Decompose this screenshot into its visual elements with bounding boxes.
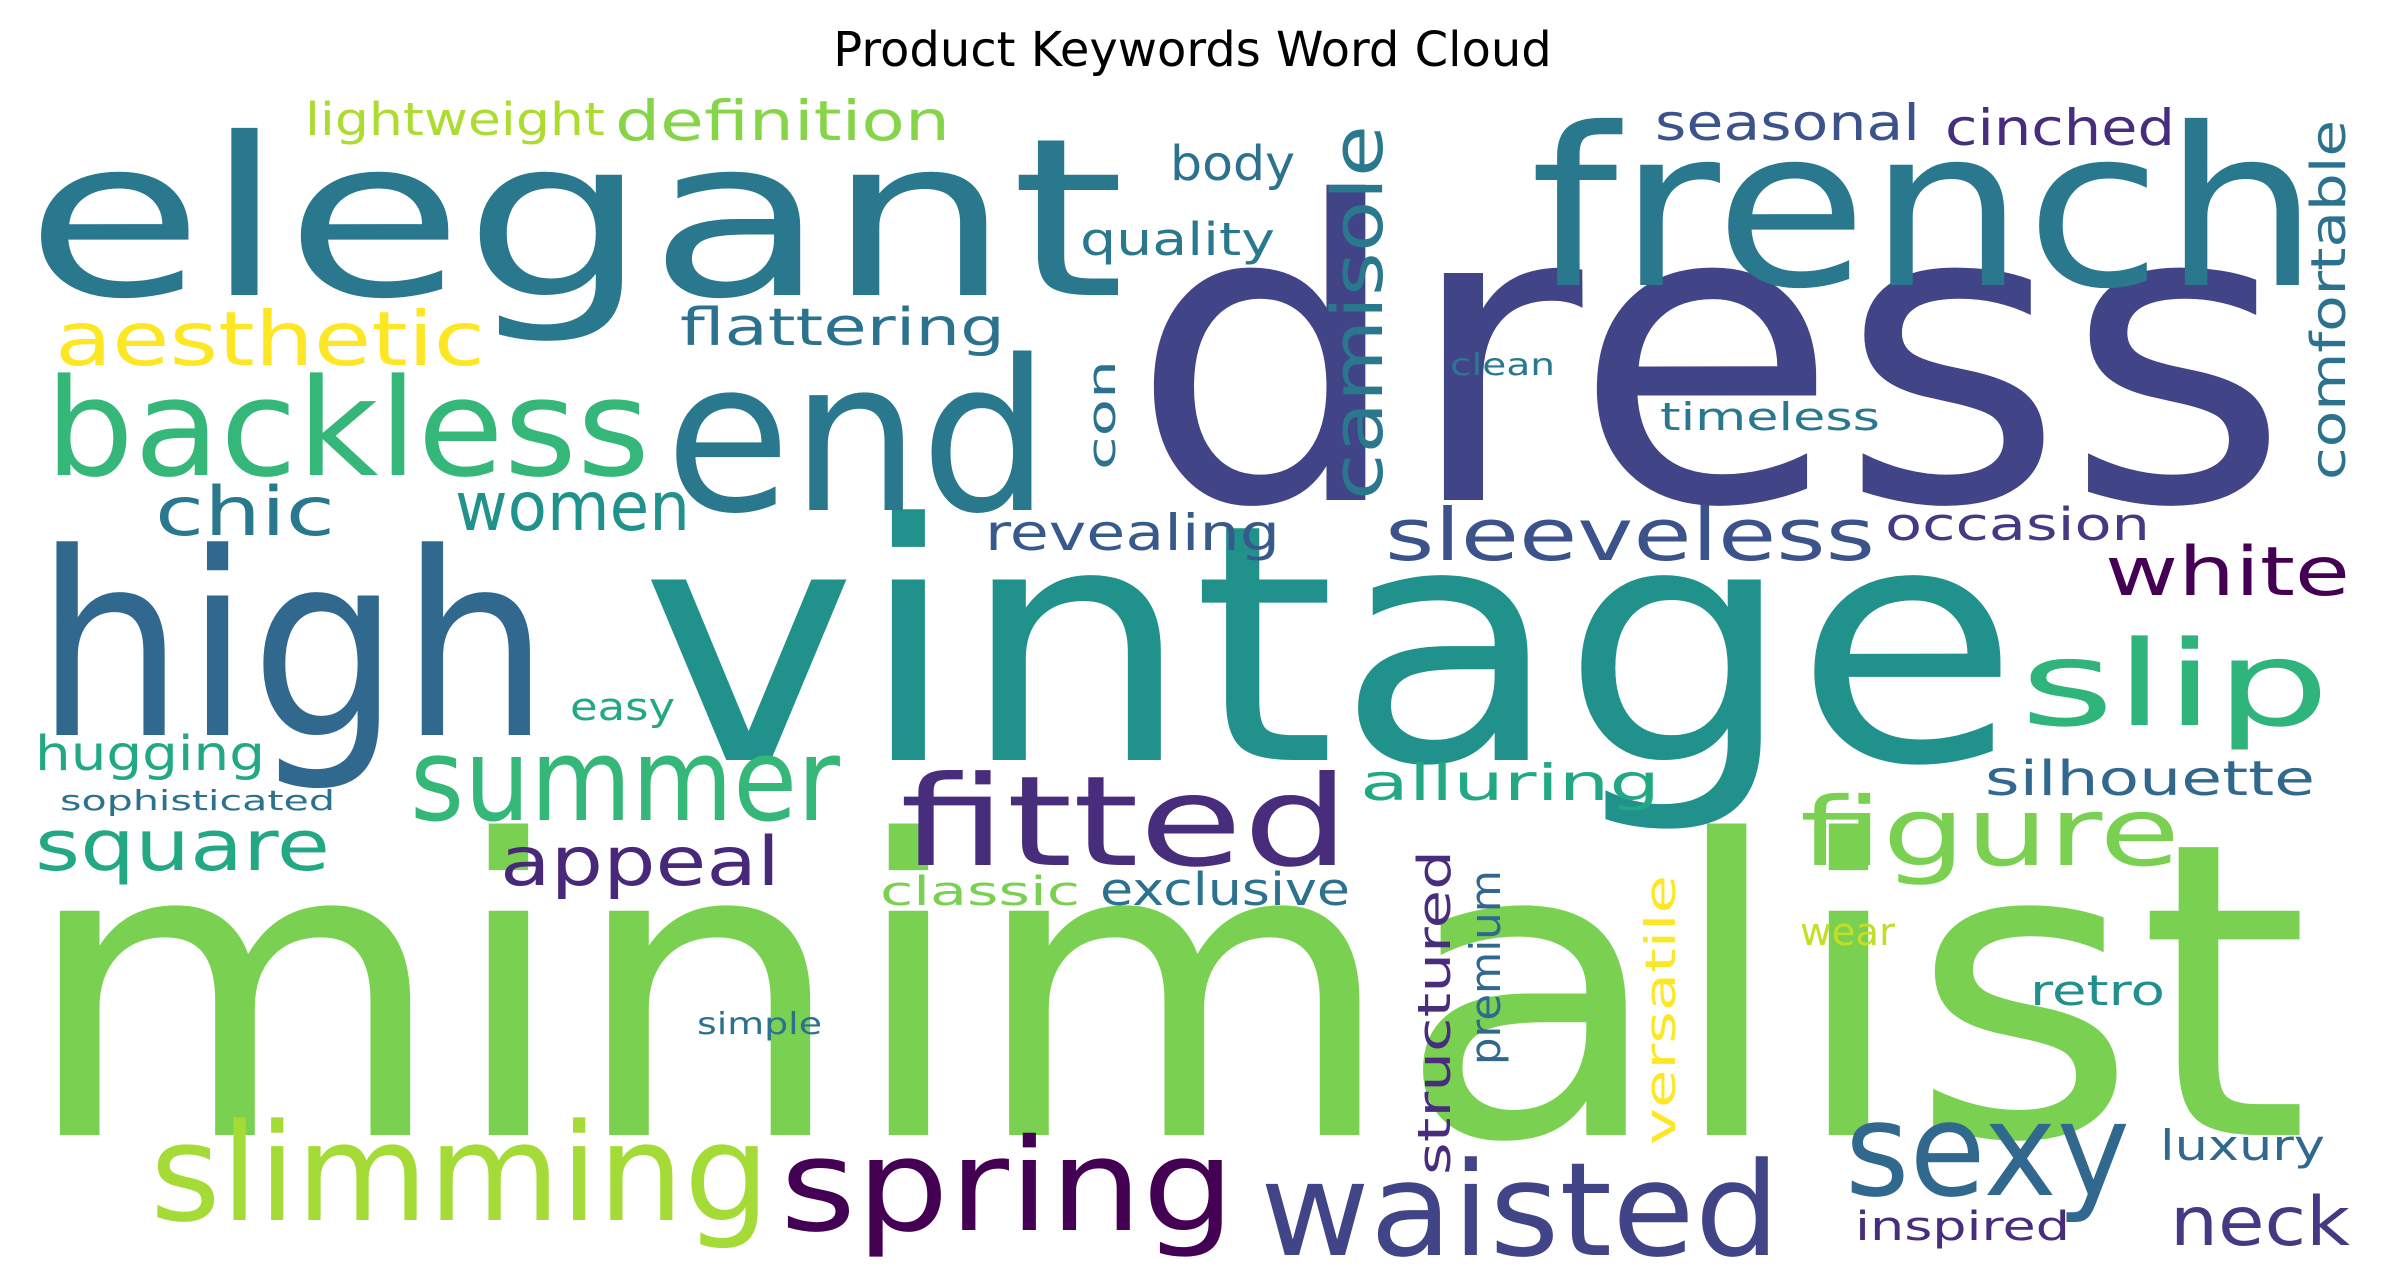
word-aesthetic: aesthetic [55, 295, 485, 383]
word-clean: clean [1450, 348, 1555, 383]
word-summer: summer [410, 714, 841, 848]
word-retro: retro [2030, 966, 2165, 1015]
word-lightweight: lightweight [305, 93, 605, 146]
word-slip: slip [2020, 615, 2330, 753]
word-dress: dress [1130, 115, 2290, 598]
word-comfortable: comfortable [2301, 120, 2357, 480]
word-luxury: luxury [2160, 1121, 2325, 1170]
word-minimalist: minimalist [20, 754, 2310, 1232]
word-seasonal: seasonal [1655, 94, 1920, 152]
word-timeless: timeless [1660, 395, 1880, 439]
word-white: white [2105, 533, 2350, 612]
word-figure: figure [1800, 778, 2180, 888]
word-simple: simple [697, 1007, 822, 1042]
word-appeal: appeal [500, 823, 780, 902]
word-flattering: flattering [680, 298, 1005, 358]
word-sophisticated: sophisticated [60, 784, 335, 817]
word-camisole: camisole [1317, 125, 1399, 500]
word-silhouette: silhouette [1985, 751, 2315, 807]
word-french: french [1530, 81, 2320, 337]
word-women: women [455, 468, 690, 547]
word-easy: easy [570, 685, 675, 729]
word-structured: structured [1408, 850, 1461, 1175]
word-alluring: alluring [1360, 754, 1660, 812]
word-end: end [665, 315, 1050, 560]
word-cinched: cinched [1945, 99, 2175, 157]
word-wear: wear [1800, 910, 1895, 954]
page-title: Product Keywords Word Cloud [833, 22, 1552, 78]
word-con: con [1080, 360, 1124, 470]
word-hugging: hugging [35, 726, 265, 782]
word-definition: definition [615, 89, 950, 153]
word-slimming: slimming [150, 1095, 770, 1252]
word-occasion: occasion [1885, 498, 2150, 551]
word-revealing: revealing [985, 504, 1280, 562]
word-vintage: vintage [640, 454, 2020, 838]
word-backless: backless [45, 350, 650, 507]
word-classic: classic [880, 869, 1080, 915]
word-waisted: waisted [1260, 1134, 1780, 1285]
word-premium: premium [1461, 870, 1510, 1065]
word-neck: neck [2170, 1183, 2351, 1262]
word-chic: chic [155, 473, 335, 552]
word-elegant: elegant [25, 91, 1125, 347]
word-body: body [1170, 136, 1295, 192]
word-high: high [35, 499, 550, 796]
word-sexy: sexy [1845, 1074, 2130, 1226]
word-inspired: inspired [1855, 1204, 2070, 1250]
word-exclusive: exclusive [1100, 863, 1350, 916]
word-versatile: versatile [1636, 875, 1685, 1145]
word-fitted: fitted [900, 750, 1350, 895]
word-quality: quality [1080, 213, 1275, 266]
word-spring: spring [780, 1112, 1235, 1261]
word-sleeveless: sleeveless [1385, 493, 1875, 577]
word-square: square [35, 805, 330, 887]
